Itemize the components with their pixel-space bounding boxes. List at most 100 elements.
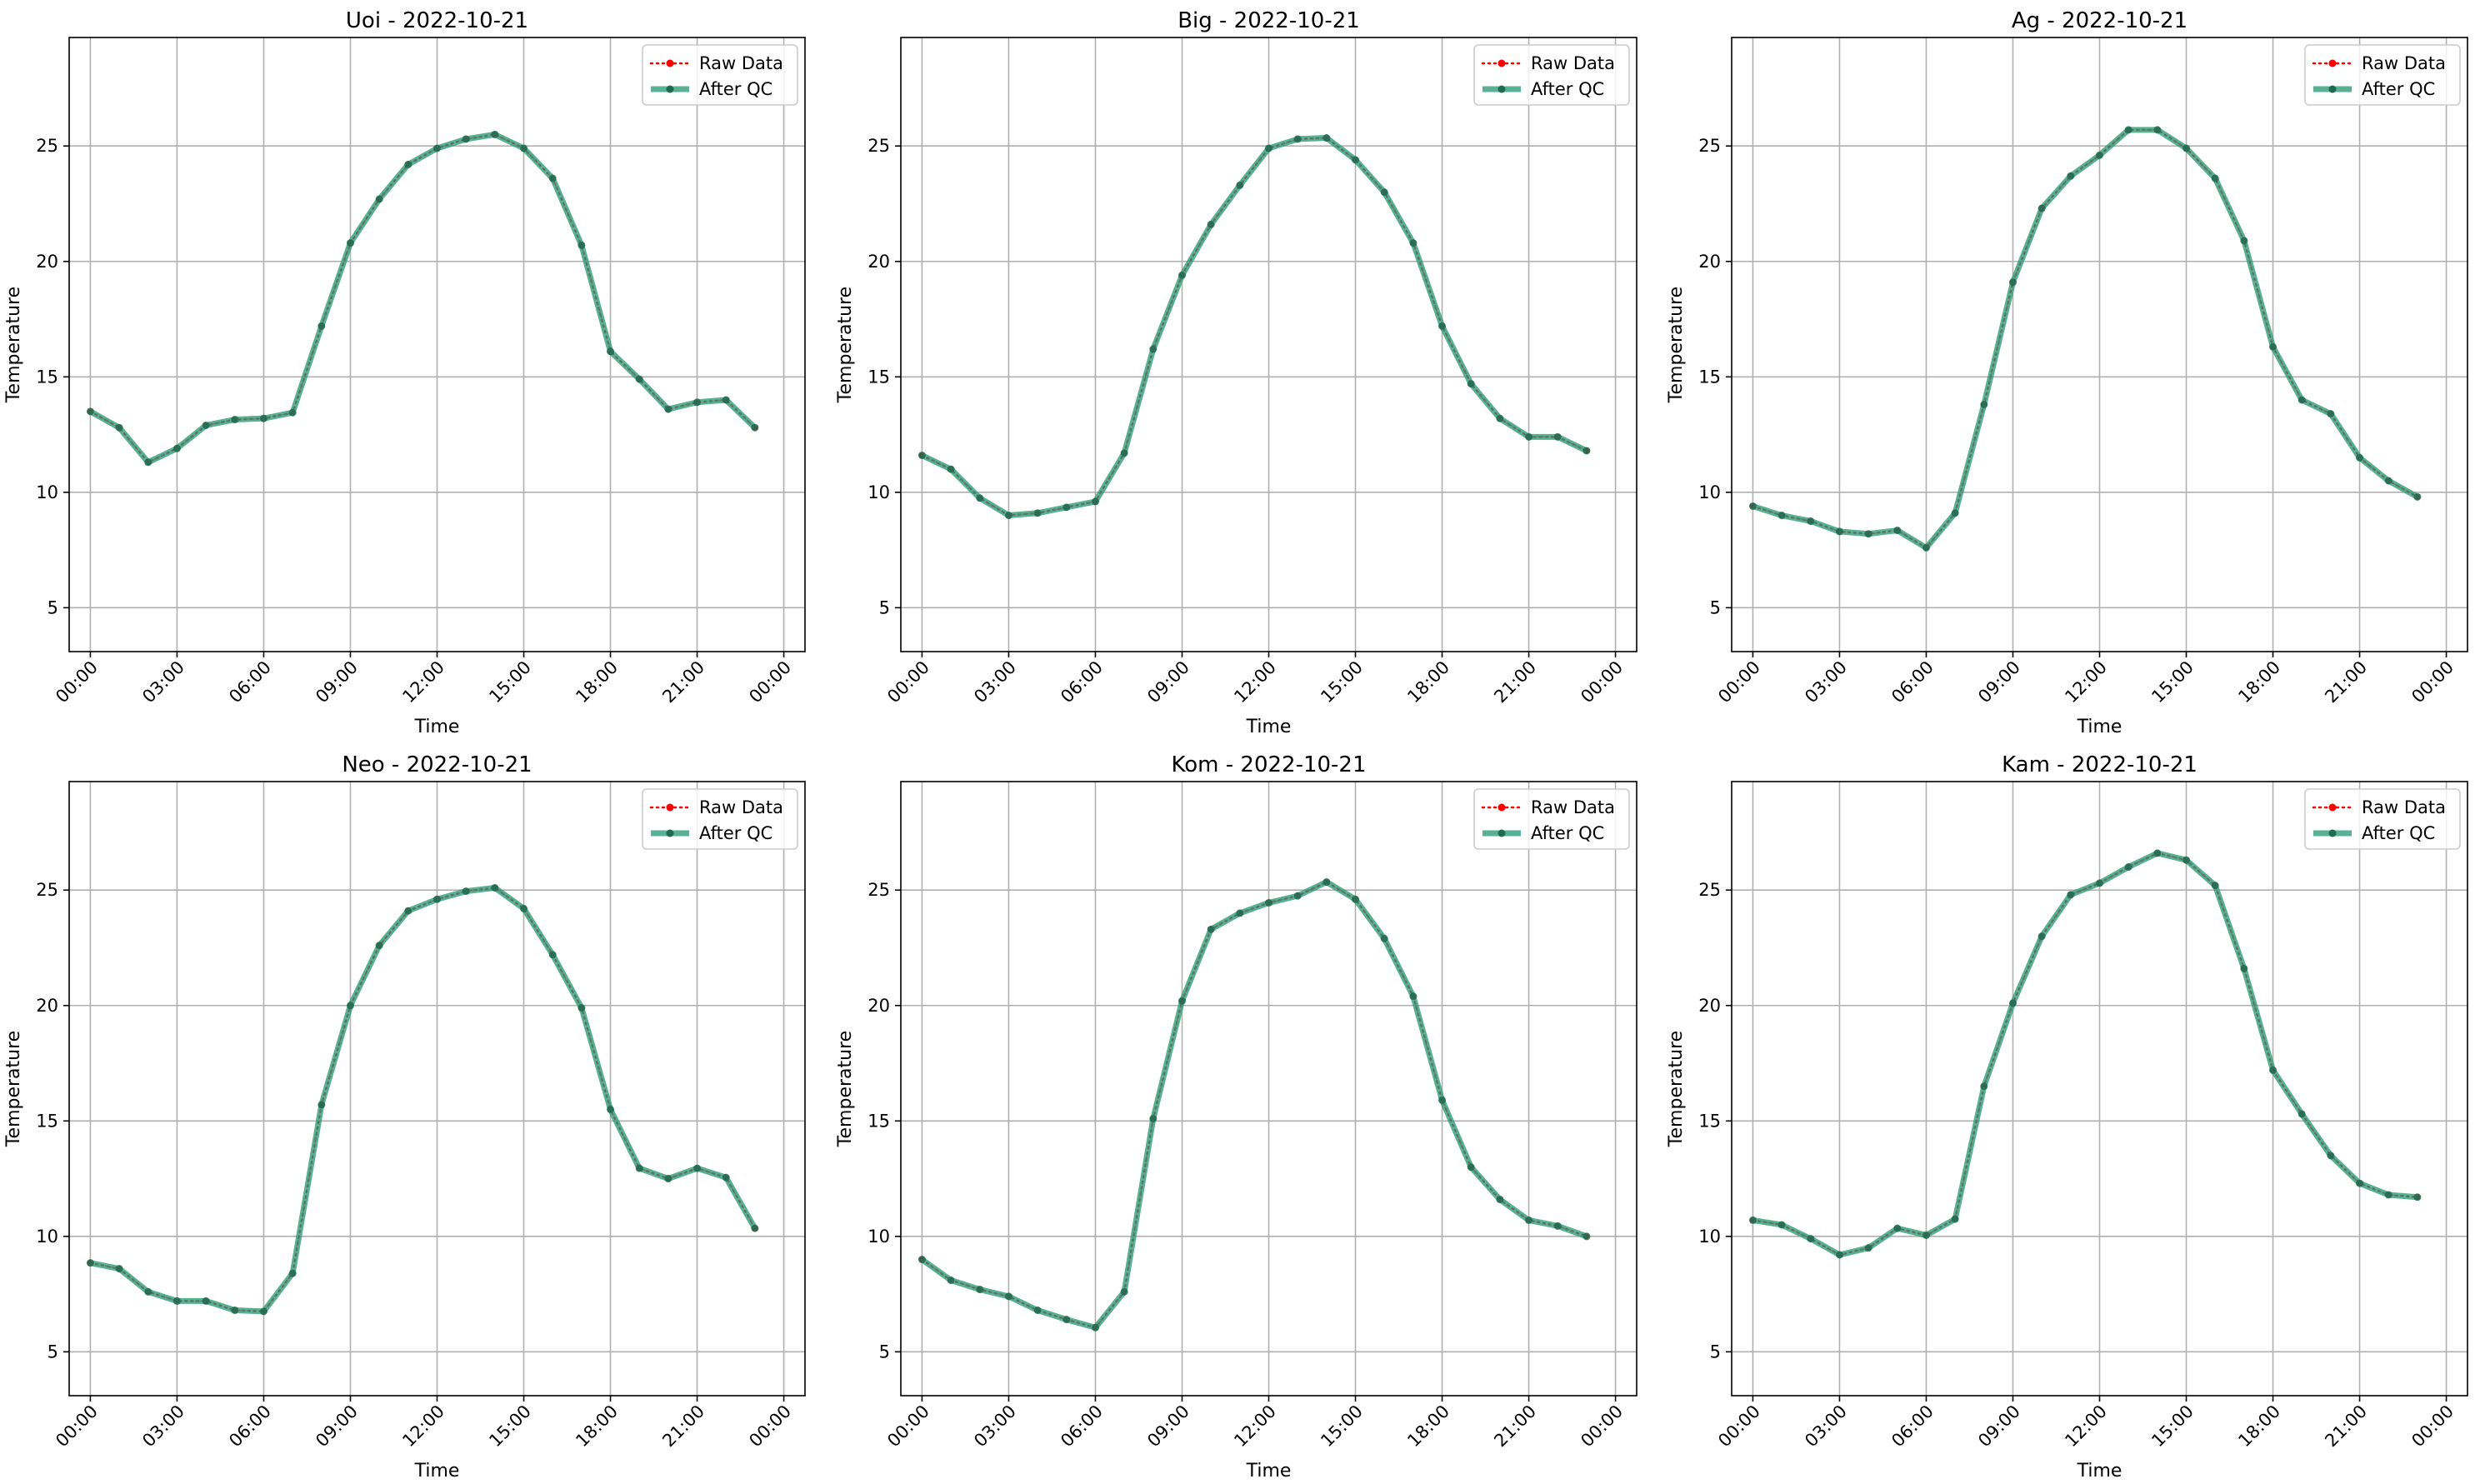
series-line-raw-data — [1752, 852, 2419, 1257]
series-line-raw-data — [1752, 128, 2419, 549]
legend-label: After QC — [699, 79, 772, 99]
data-point-after-qc — [520, 144, 528, 152]
x-tick-label: 00:00 — [1714, 657, 1764, 707]
y-tick-label: 15 — [868, 367, 890, 387]
data-point-after-qc — [1778, 1221, 1786, 1229]
x-tick-label: 18:00 — [1403, 1402, 1453, 1452]
x-tick-label: 00:00 — [1577, 657, 1627, 707]
y-tick-label: 25 — [1698, 880, 1721, 900]
x-tick-label: 12:00 — [398, 1402, 448, 1452]
chart-title: Neo - 2022-10-21 — [342, 752, 532, 777]
series-line-raw-data — [921, 881, 1588, 1329]
x-tick-label: 21:00 — [1490, 657, 1540, 707]
data-point-after-qc — [172, 1297, 181, 1305]
x-axis-label: Time — [2077, 717, 2122, 737]
y-tick-label: 20 — [1698, 252, 1721, 272]
legend-label: Raw Data — [1531, 53, 1615, 73]
data-point-after-qc — [1265, 898, 1272, 907]
data-point-after-qc — [1467, 380, 1475, 388]
data-point-after-qc — [259, 1307, 268, 1316]
legend-label: After QC — [1531, 823, 1604, 843]
legend-marker-raw-data — [666, 59, 674, 67]
y-tick-label: 5 — [879, 1342, 890, 1362]
data-point-after-qc — [1922, 543, 1930, 552]
data-point-after-qc — [1091, 497, 1099, 506]
series-line-raw-data — [89, 133, 757, 464]
grid — [69, 782, 805, 1396]
data-point-after-qc — [1553, 1222, 1562, 1230]
data-point-after-qc — [462, 887, 470, 896]
x-tick-label: 00:00 — [2408, 1402, 2458, 1452]
subplot: 5 10 15 20 25 00:00 03:00 06:00 09:00 12:00 15:00 1… — [835, 8, 1638, 737]
x-tick-label: 00:00 — [1714, 1402, 1764, 1452]
data-point-after-qc — [144, 458, 152, 467]
y-tick-label: 10 — [868, 482, 890, 502]
data-point-after-qc — [202, 421, 210, 429]
data-point-after-qc — [1922, 1231, 1930, 1239]
x-tick-label: 03:00 — [970, 1402, 1020, 1452]
x-tick-label: 09:00 — [1974, 657, 2024, 707]
legend-label: Raw Data — [699, 797, 783, 817]
legend-marker-raw-data — [1498, 59, 1506, 67]
data-point-after-qc — [346, 239, 354, 247]
data-point-after-qc — [1980, 401, 1988, 409]
chart-title: Big - 2022-10-21 — [1178, 8, 1360, 33]
x-tick-label: 00:00 — [52, 657, 102, 707]
series-overlay-after-qc — [921, 881, 1588, 1329]
legend-label: Raw Data — [699, 53, 783, 73]
data-point-after-qc — [947, 465, 955, 473]
data-point-after-qc — [2067, 172, 2075, 180]
legend-label: After QC — [1531, 79, 1604, 99]
series-line-after-qc — [1752, 127, 2419, 551]
x-tick-label: 06:00 — [225, 657, 275, 707]
x-tick-label: 12:00 — [1230, 1402, 1280, 1452]
y-tick-label: 10 — [36, 1227, 58, 1247]
data-point-after-qc — [1207, 925, 1215, 933]
y-tick-label: 25 — [868, 880, 890, 900]
legend-marker-after-qc — [2328, 829, 2337, 837]
data-point-after-qc — [115, 423, 123, 432]
x-tick-label: 06:00 — [1888, 1402, 1938, 1452]
legend-label: Raw Data — [2362, 797, 2446, 817]
series-line-after-qc — [89, 884, 758, 1315]
x-tick-label: 06:00 — [225, 1402, 275, 1452]
y-tick-label: 10 — [868, 1227, 890, 1247]
y-tick-label: 5 — [879, 597, 890, 617]
grid — [901, 782, 1637, 1396]
x-tick-label: 00:00 — [745, 1402, 795, 1452]
series-line-after-qc — [920, 135, 1588, 519]
data-point-after-qc — [1091, 1323, 1099, 1332]
y-axis-label: Temperature — [3, 287, 24, 403]
x-tick-label: 00:00 — [2408, 657, 2458, 707]
series-overlay-after-qc — [90, 887, 756, 1312]
legend: Raw Data After QC — [2304, 788, 2461, 850]
x-tick-label: 21:00 — [1490, 1402, 1540, 1452]
x-tick-label: 18:00 — [572, 1402, 622, 1452]
legend: Raw Data After QC — [642, 44, 798, 106]
y-tick-label: 20 — [36, 252, 58, 272]
data-point-after-qc — [1438, 322, 1447, 330]
data-point-after-qc — [1496, 1195, 1504, 1203]
data-point-after-qc — [1352, 895, 1360, 903]
y-tick-label: 15 — [1698, 1111, 1721, 1131]
y-tick-label: 10 — [36, 482, 58, 502]
data-point-after-qc — [1807, 517, 1815, 525]
x-axis-label: Time — [1246, 1461, 1292, 1482]
y-axis-label: Temperature — [835, 1031, 856, 1147]
data-point-after-qc — [491, 130, 499, 138]
legend-label: After QC — [699, 823, 772, 843]
x-axis-label: Time — [1246, 717, 1292, 737]
data-point-after-qc — [1438, 1096, 1447, 1104]
y-tick-label: 15 — [36, 367, 58, 387]
x-tick-label: 18:00 — [572, 657, 622, 707]
data-point-after-qc — [1951, 509, 1959, 517]
y-tick-label: 25 — [36, 136, 58, 156]
series-overlay-after-qc — [90, 133, 756, 463]
x-tick-label: 09:00 — [1143, 1402, 1193, 1452]
subplot: 5 10 15 20 25 00:00 03:00 06:00 09:00 12:00 15:00 1… — [1666, 752, 2468, 1482]
data-point-after-qc — [1033, 1306, 1042, 1314]
data-point-after-qc — [2269, 1066, 2278, 1074]
data-point-after-qc — [693, 398, 702, 407]
x-tick-label: 18:00 — [1403, 657, 1453, 707]
data-point-after-qc — [2327, 410, 2335, 418]
